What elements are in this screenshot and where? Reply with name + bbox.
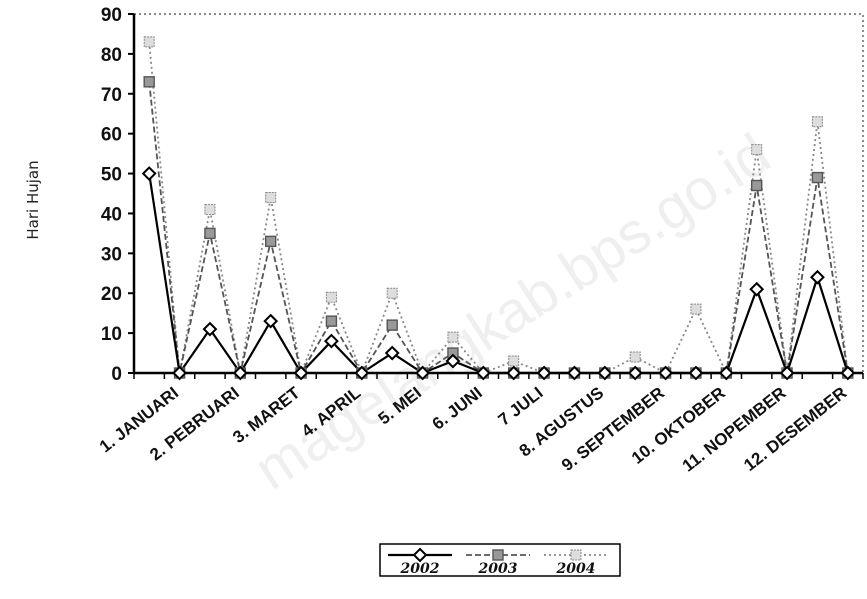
data-point [570,549,582,561]
data-point [492,549,504,561]
y-tick-label: 70 [101,85,122,106]
series-line [148,41,849,377]
data-point [263,313,279,329]
series-layer [141,36,856,381]
data-point [204,203,216,215]
data-point [293,365,309,381]
y-tick-label: 10 [101,324,122,345]
data-point [325,315,338,327]
data-point [143,76,155,88]
data-point [567,365,582,381]
data-point [324,333,339,349]
y-axis-label: Hari Hujan [24,160,42,239]
data-point [749,281,765,297]
y-tick-label: 90 [101,5,122,26]
data-point [688,365,704,381]
legend-label: 2004 [556,561,596,577]
data-point [265,191,277,203]
data-point [811,171,824,184]
data-point [264,235,277,248]
data-point [232,365,248,381]
y-tick-label: 0 [111,364,122,385]
data-point [475,365,491,381]
data-point [325,291,337,303]
data-point [597,365,613,381]
data-point [508,355,520,367]
data-point [629,351,641,363]
data-point [447,331,459,343]
x-tick-label: 11. NOPEMBER [679,383,790,475]
data-point [386,319,398,331]
y-tick-label: 30 [101,244,122,265]
x-tick-label: 9. SEPTEMBER [558,383,668,475]
data-point [172,365,187,381]
data-point [386,287,398,299]
x-tick-label: 7 JULI [495,383,547,429]
data-point [412,547,428,563]
legend-label: 2002 [400,561,440,577]
data-point [202,321,218,337]
data-point [445,353,461,369]
data-point [506,365,522,381]
data-point [536,365,552,381]
y-tick-label: 80 [101,45,122,66]
data-point [811,116,823,128]
data-point [750,179,763,192]
y-ticks: 0 10 20 30 40 50 60 70 80 90 [101,5,134,385]
y-tick-label: 60 [101,125,122,146]
data-point [204,227,216,240]
data-point [384,345,400,361]
legend-label: 2003 [478,561,518,577]
data-point [690,303,702,315]
data-point [141,166,157,181]
data-point [779,365,795,381]
data-point [415,365,430,381]
legend: 2002 2003 2004 [379,543,621,577]
data-point [143,36,155,48]
data-point [810,269,825,285]
data-point [658,365,673,381]
data-point [840,365,856,381]
data-point [718,365,734,381]
y-tick-label: 50 [101,165,122,186]
legend-items: 2002 2003 2004 [388,547,608,577]
series-line [148,173,849,377]
data-point [627,365,643,381]
y-tick-label: 40 [101,204,122,225]
x-tick-label: 12. DESEMBER [740,383,850,475]
y-tick-label: 20 [101,284,122,305]
data-point [354,365,370,381]
data-point [751,144,763,156]
